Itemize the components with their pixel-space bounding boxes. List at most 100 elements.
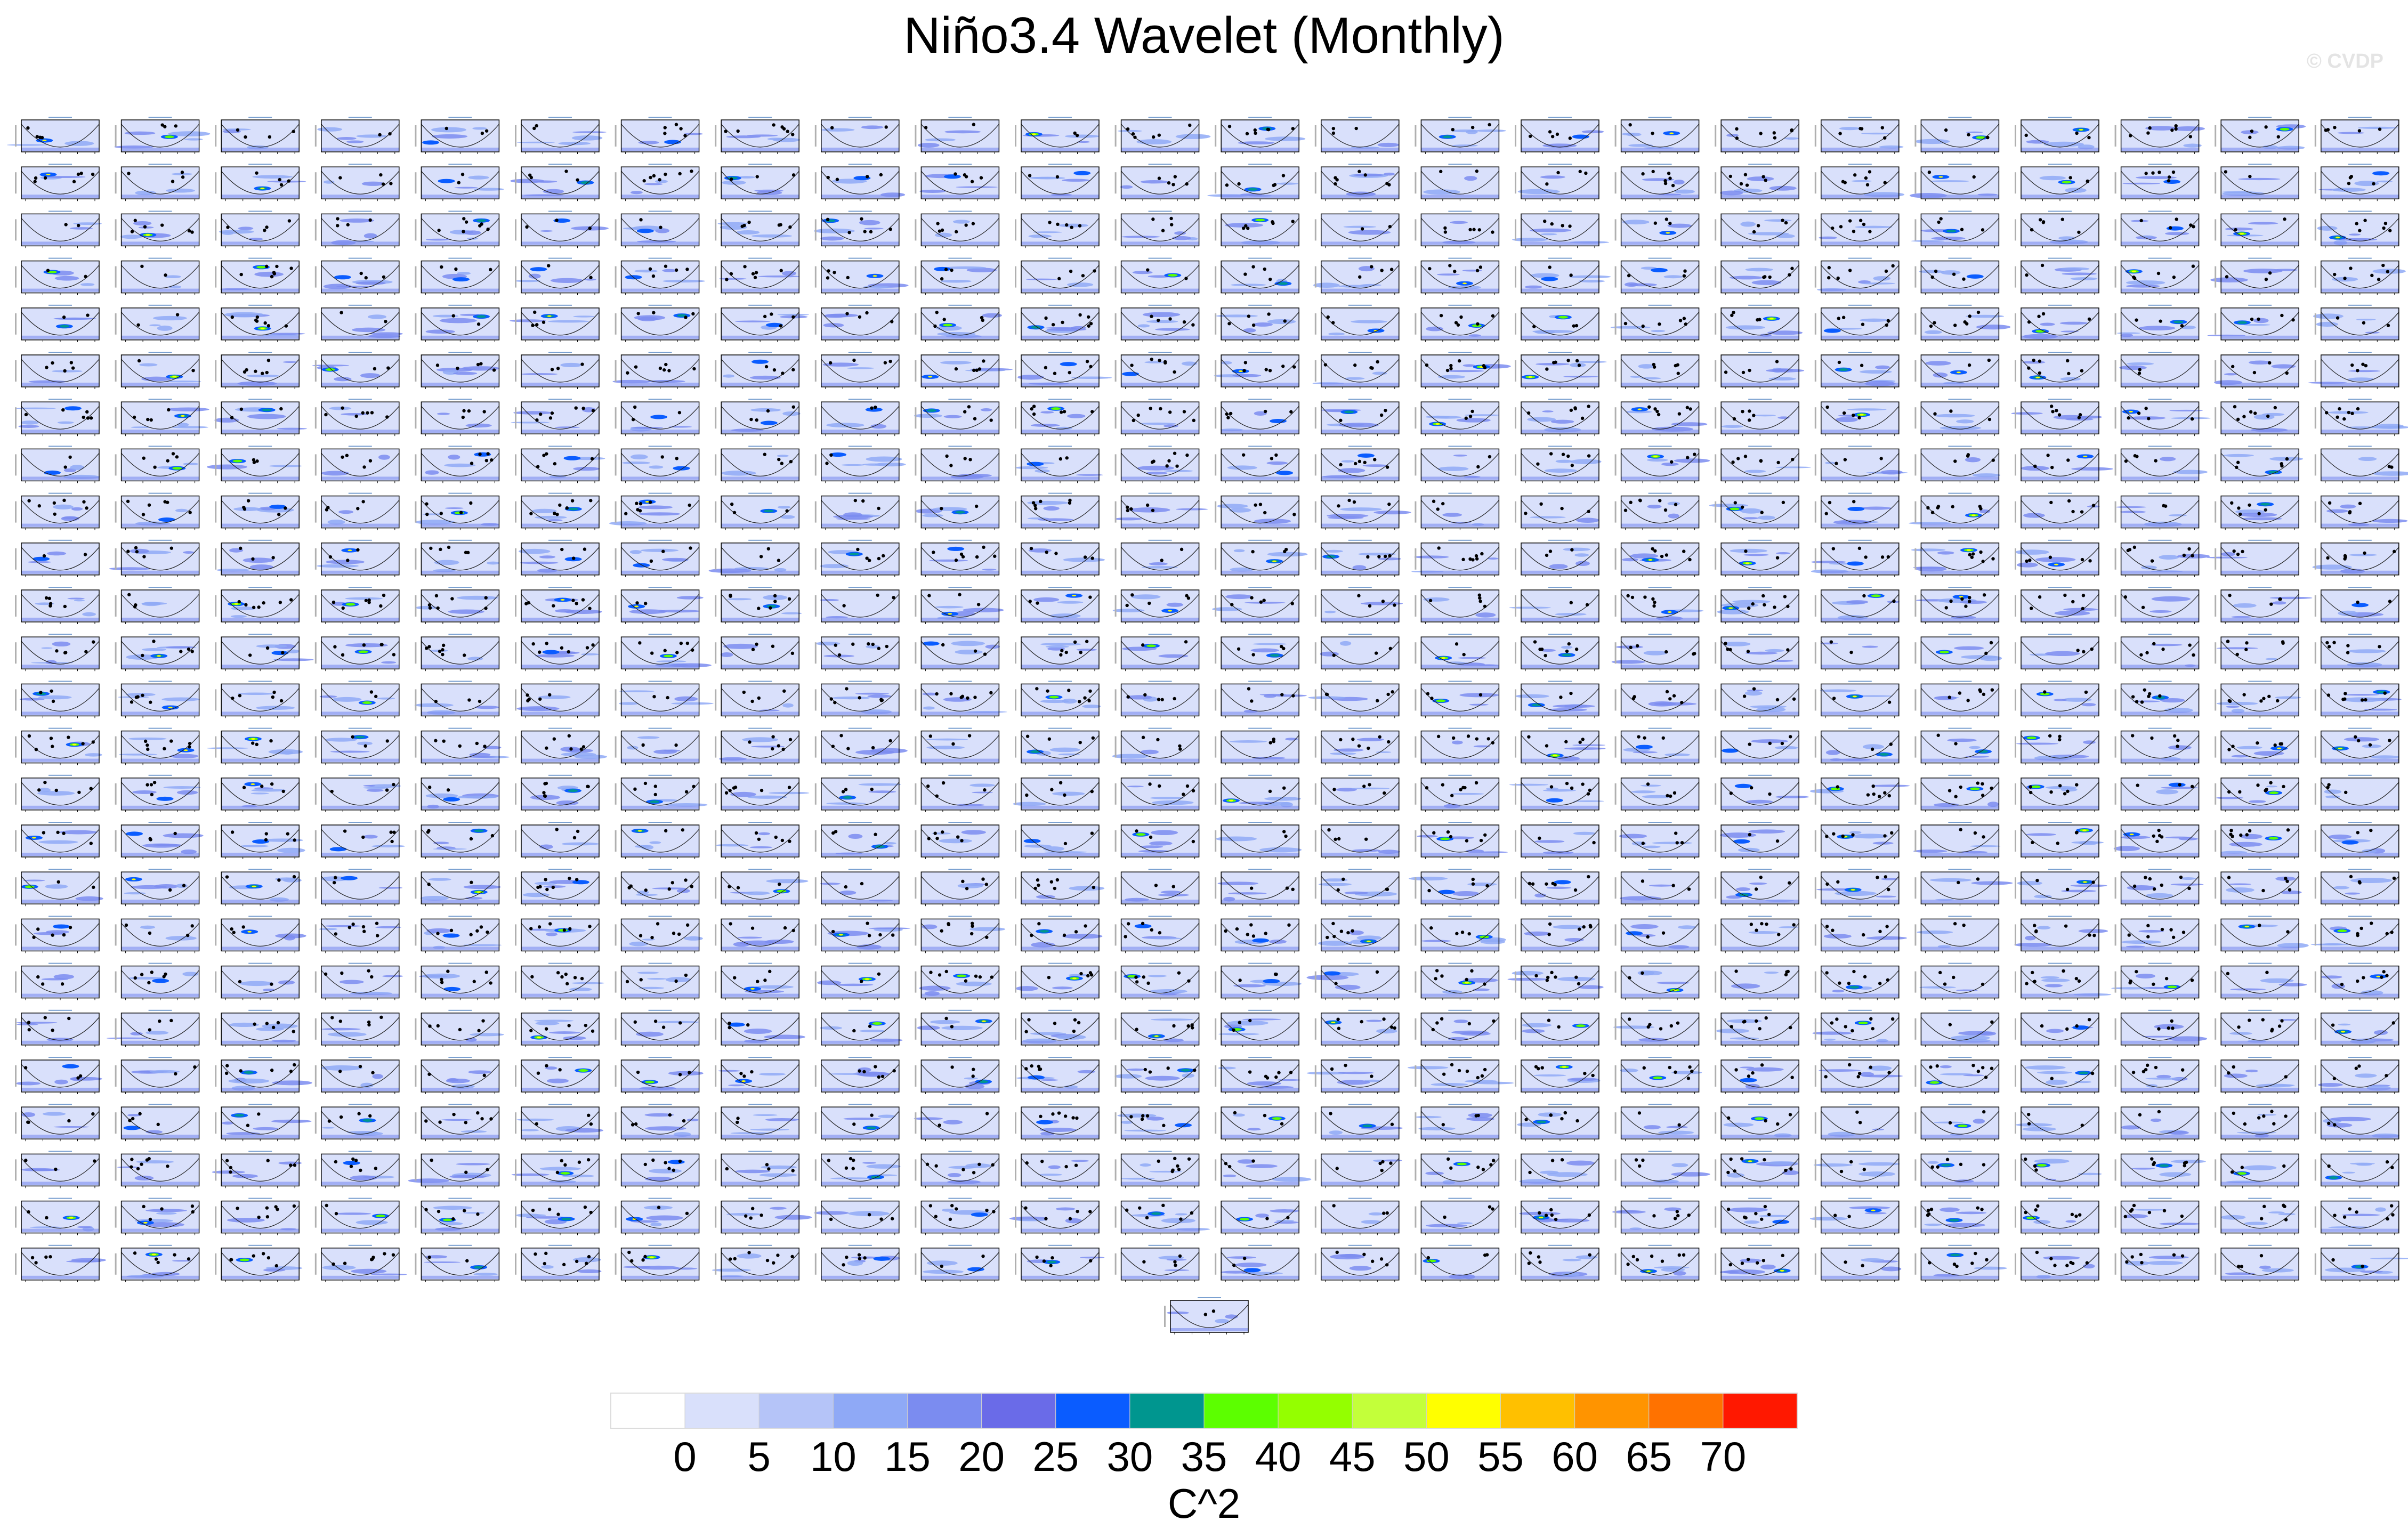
significance-dot: [2050, 465, 2054, 470]
power-band: [254, 271, 284, 277]
significance-dot: [130, 230, 134, 233]
power-band: [1622, 220, 1650, 225]
power-band: [921, 476, 999, 480]
significance-dot: [467, 409, 471, 413]
power-band: [516, 141, 555, 143]
panel-axis-label: [515, 454, 516, 476]
power-peak-max: [2083, 455, 2088, 457]
significance-dot: [1970, 555, 1974, 559]
significance-dot: [484, 458, 489, 463]
panel-title: [548, 492, 572, 494]
power-band: [1321, 288, 1399, 292]
significance-dot: [268, 135, 272, 139]
significance-dot: [1065, 456, 1069, 460]
power-band: [2145, 126, 2177, 131]
panel-axis-label: [1215, 266, 1217, 288]
power-band: [2121, 383, 2199, 386]
wavelet-panel: [1415, 257, 1500, 295]
panel-axis-label: [15, 407, 17, 429]
panel-title: [748, 492, 772, 494]
power-band: [120, 234, 142, 239]
significance-dot: [1934, 269, 1938, 273]
wavelet-panel: [1614, 117, 1700, 154]
wavelet-panel: [1715, 539, 1799, 577]
significance-dot: [642, 179, 646, 183]
significance-dot: [1167, 459, 1171, 463]
significance-dot: [384, 320, 387, 323]
power-peak-core: [476, 315, 486, 318]
significance-dot: [1073, 131, 1077, 135]
cone-of-influence: [121, 171, 200, 195]
significance-dot: [1647, 405, 1651, 409]
panel-title: [2148, 304, 2172, 306]
power-band: [1421, 383, 1499, 386]
power-band: [1873, 276, 1891, 281]
panel-title: [1548, 399, 1572, 400]
panel-title: [2048, 352, 2072, 353]
significance-dot: [1480, 552, 1484, 556]
power-band: [2062, 272, 2097, 276]
power-band: [1721, 335, 1799, 339]
significance-dot: [270, 274, 274, 279]
wavelet-panel: [314, 211, 400, 248]
panel-axis-label: [1715, 501, 1717, 523]
panel-title: [49, 117, 72, 118]
power-band: [267, 180, 306, 183]
significance-dot: [1857, 416, 1861, 420]
power-band: [453, 371, 478, 375]
significance-dot: [166, 459, 169, 463]
power-band: [836, 517, 871, 520]
significance-dot: [255, 459, 259, 463]
wavelet-panel: [415, 164, 504, 201]
power-band: [1142, 312, 1181, 317]
significance-dot: [1170, 223, 1174, 226]
power-band: [721, 241, 799, 245]
panel-axis-label: [115, 501, 117, 523]
significance-dot: [2046, 454, 2050, 457]
power-band: [2321, 288, 2399, 292]
cone-of-influence: [1221, 218, 1299, 241]
significance-dot: [265, 264, 269, 269]
power-band: [1521, 288, 1599, 292]
power-band: [157, 325, 173, 331]
power-band: [2331, 188, 2366, 192]
significance-dot: [142, 456, 146, 460]
significance-dot: [2224, 170, 2228, 174]
power-band: [1776, 234, 1795, 238]
wavelet-panel: [215, 211, 300, 248]
wavelet-panel: [515, 211, 609, 248]
wavelet-panel: [715, 117, 801, 154]
wavelet-panel: [115, 211, 200, 248]
significance-dot: [791, 315, 795, 319]
panel-title: [848, 399, 872, 400]
power-band: [866, 456, 902, 462]
power-peak: [158, 517, 175, 522]
significance-dot: [2333, 272, 2337, 277]
significance-dot: [2378, 127, 2382, 131]
significance-dot: [690, 169, 693, 173]
power-band: [521, 288, 599, 292]
power-band: [2321, 430, 2399, 433]
power-band: [54, 317, 96, 320]
wavelet-panel: [2206, 539, 2299, 577]
significance-dot: [289, 266, 293, 270]
power-band: [521, 195, 599, 198]
power-band: [767, 137, 785, 141]
power-peak: [64, 406, 82, 411]
significance-dot: [27, 499, 31, 503]
panel-title: [1248, 492, 1272, 494]
significance-dot: [2357, 129, 2362, 133]
power-band: [921, 383, 999, 386]
power-band: [421, 570, 499, 574]
power-band: [521, 476, 599, 480]
panel-axis-label: [1715, 266, 1717, 288]
panel-axis-label: [1314, 548, 1316, 570]
panel-title: [248, 211, 272, 212]
significance-dot: [2190, 417, 2194, 421]
significance-dot: [2283, 217, 2286, 221]
significance-dot: [1944, 128, 1948, 132]
power-band: [821, 128, 855, 132]
significance-dot: [1842, 411, 1846, 415]
power-band: [2223, 454, 2254, 457]
panel-axis-label: [1914, 548, 1917, 570]
